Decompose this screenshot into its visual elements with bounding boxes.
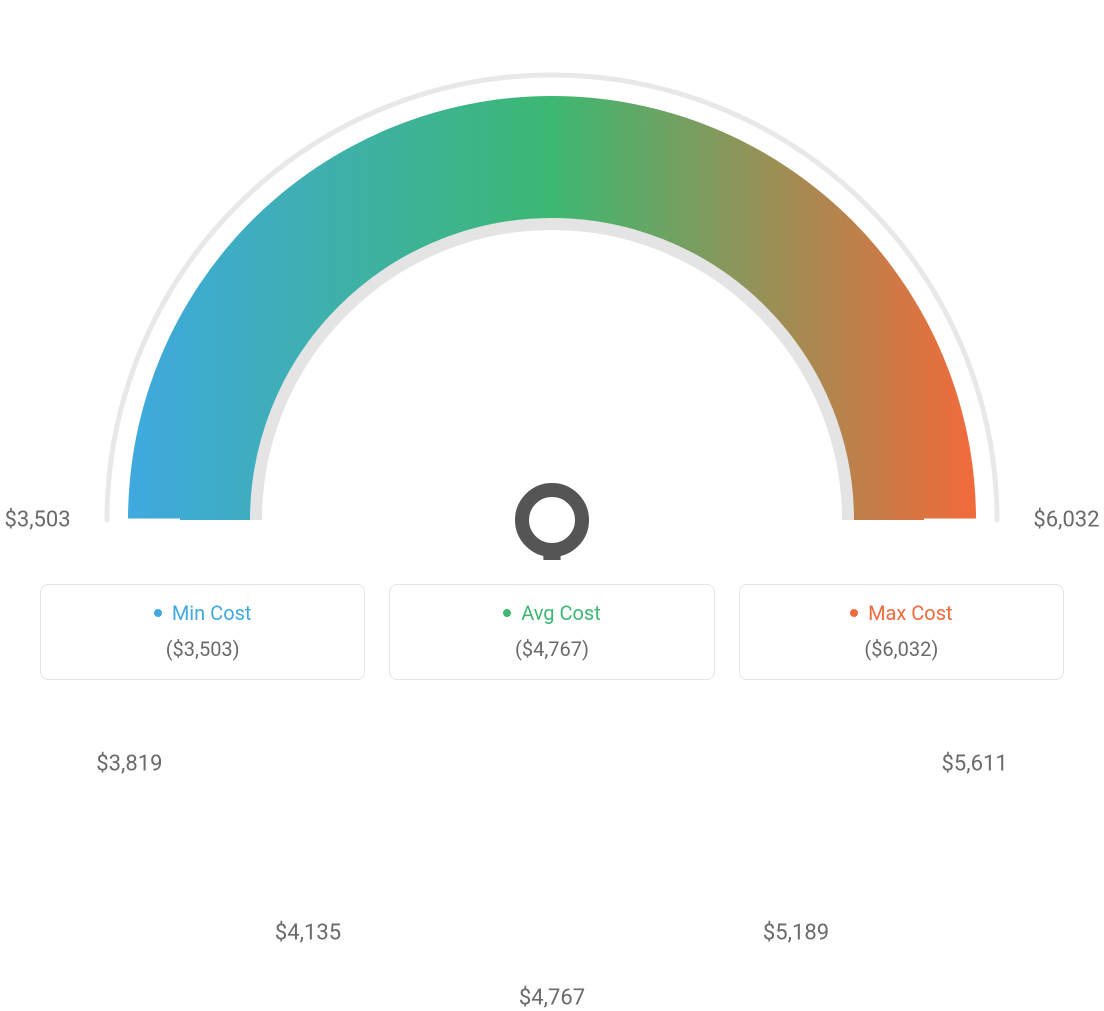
- legend-dot-min: [154, 609, 162, 617]
- legend-row: Min Cost ($3,503) Avg Cost ($4,767) Max …: [0, 584, 1104, 680]
- legend-card-avg: Avg Cost ($4,767): [389, 584, 714, 680]
- gauge-area: $3,503$3,819$4,135$4,767$5,189$5,611$6,0…: [0, 0, 1104, 560]
- gauge-tick-label: $5,189: [763, 920, 829, 945]
- gauge-svg: [0, 0, 1104, 560]
- legend-title-max: Max Cost: [850, 601, 953, 625]
- gauge-tick-label: $5,611: [942, 752, 1008, 777]
- gauge-tick-label: $4,767: [519, 986, 585, 1011]
- gauge-tick-label: $3,819: [96, 752, 162, 777]
- gauge-tick-label: $4,135: [275, 920, 341, 945]
- legend-value-min: ($3,503): [53, 637, 352, 661]
- legend-card-min: Min Cost ($3,503): [40, 584, 365, 680]
- legend-label-max: Max Cost: [868, 601, 953, 625]
- legend-title-avg: Avg Cost: [503, 601, 601, 625]
- cost-gauge-widget: $3,503$3,819$4,135$4,767$5,189$5,611$6,0…: [0, 0, 1104, 690]
- legend-dot-avg: [503, 609, 511, 617]
- legend-label-avg: Avg Cost: [521, 601, 601, 625]
- legend-card-max: Max Cost ($6,032): [739, 584, 1064, 680]
- legend-title-min: Min Cost: [154, 601, 252, 625]
- gauge-tick-label: $3,503: [4, 508, 70, 533]
- gauge-tick-label: $6,032: [1033, 508, 1099, 533]
- legend-label-min: Min Cost: [172, 601, 252, 625]
- legend-dot-max: [850, 609, 858, 617]
- legend-value-avg: ($4,767): [402, 637, 701, 661]
- legend-value-max: ($6,032): [752, 637, 1051, 661]
